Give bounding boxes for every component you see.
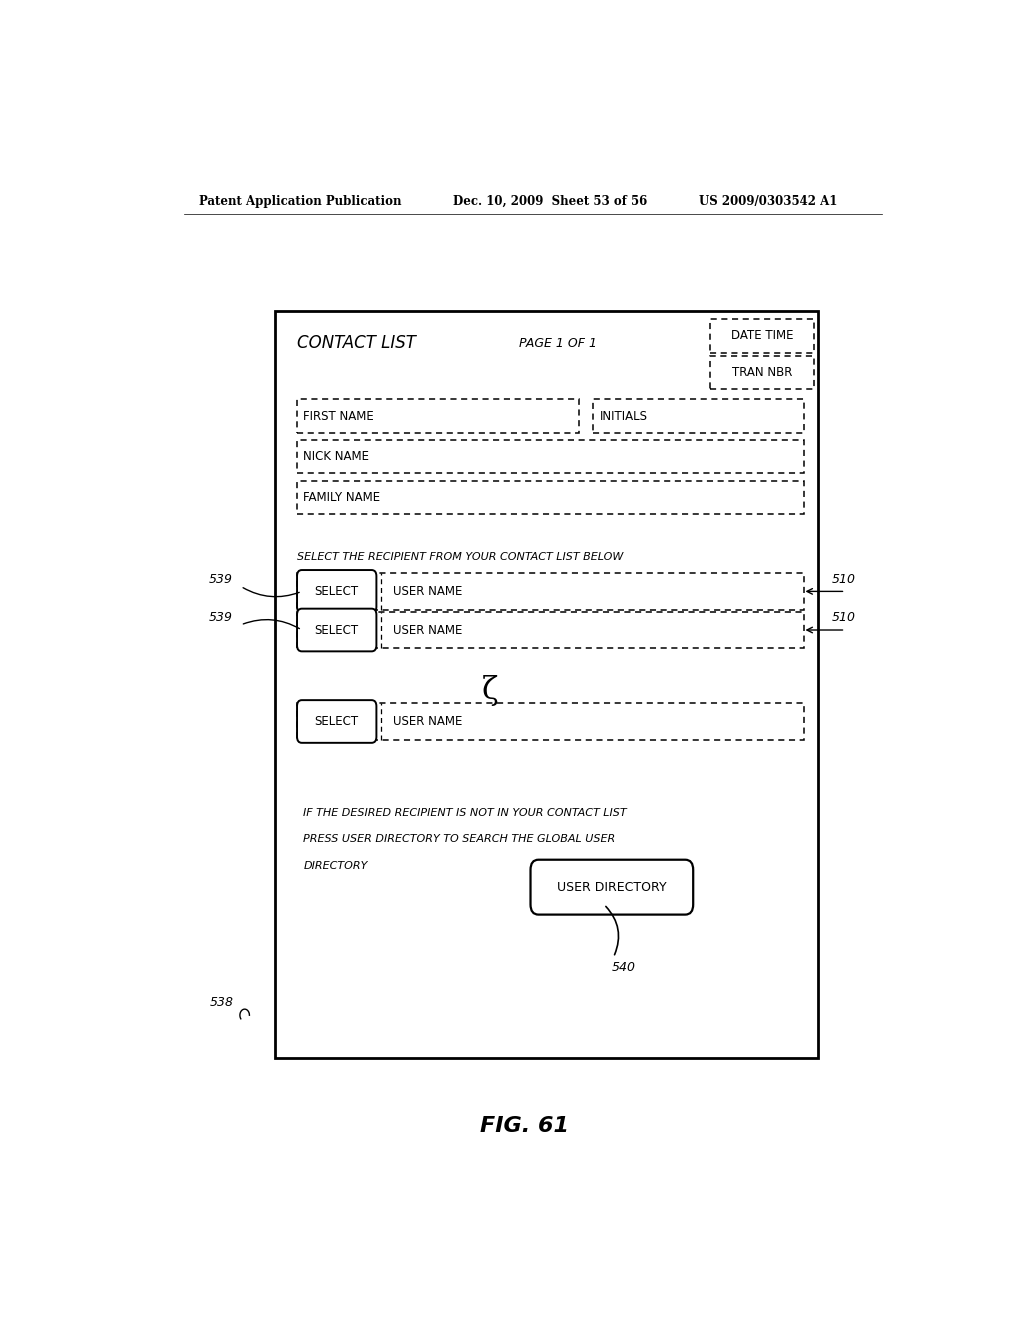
Text: DATE TIME: DATE TIME — [731, 329, 794, 342]
Text: USER NAME: USER NAME — [393, 623, 463, 636]
FancyBboxPatch shape — [297, 609, 377, 651]
Text: CONTACT LIST: CONTACT LIST — [297, 334, 416, 352]
Text: Patent Application Publication: Patent Application Publication — [200, 194, 402, 207]
Text: SELECT: SELECT — [314, 623, 358, 636]
Text: PAGE 1 OF 1: PAGE 1 OF 1 — [519, 337, 597, 350]
Text: FIRST NAME: FIRST NAME — [303, 409, 374, 422]
Text: 510: 510 — [831, 611, 856, 624]
Text: 540: 540 — [611, 961, 636, 974]
FancyBboxPatch shape — [297, 570, 377, 612]
Text: SELECT: SELECT — [314, 715, 358, 729]
Text: 539: 539 — [209, 611, 232, 624]
Text: 538: 538 — [210, 995, 233, 1008]
Text: USER NAME: USER NAME — [393, 585, 463, 598]
Text: FAMILY NAME: FAMILY NAME — [303, 491, 381, 504]
Text: FIG. 61: FIG. 61 — [480, 1115, 569, 1137]
Text: US 2009/0303542 A1: US 2009/0303542 A1 — [699, 194, 838, 207]
Text: ζ: ζ — [481, 676, 498, 706]
Text: DIRECTORY: DIRECTORY — [303, 861, 368, 871]
Text: IF THE DESIRED RECIPIENT IS NOT IN YOUR CONTACT LIST: IF THE DESIRED RECIPIENT IS NOT IN YOUR … — [303, 808, 627, 818]
Text: PRESS USER DIRECTORY TO SEARCH THE GLOBAL USER: PRESS USER DIRECTORY TO SEARCH THE GLOBA… — [303, 834, 615, 845]
Text: USER DIRECTORY: USER DIRECTORY — [557, 880, 667, 894]
Text: SELECT: SELECT — [314, 585, 358, 598]
Text: 539: 539 — [209, 573, 232, 586]
Text: 510: 510 — [831, 573, 856, 586]
Text: USER NAME: USER NAME — [393, 715, 463, 729]
Text: SELECT THE RECIPIENT FROM YOUR CONTACT LIST BELOW: SELECT THE RECIPIENT FROM YOUR CONTACT L… — [297, 552, 624, 562]
FancyBboxPatch shape — [297, 700, 377, 743]
Text: Dec. 10, 2009  Sheet 53 of 56: Dec. 10, 2009 Sheet 53 of 56 — [454, 194, 647, 207]
FancyBboxPatch shape — [530, 859, 693, 915]
Text: NICK NAME: NICK NAME — [303, 450, 370, 463]
Text: INITIALS: INITIALS — [599, 409, 647, 422]
Text: TRAN NBR: TRAN NBR — [732, 366, 793, 379]
